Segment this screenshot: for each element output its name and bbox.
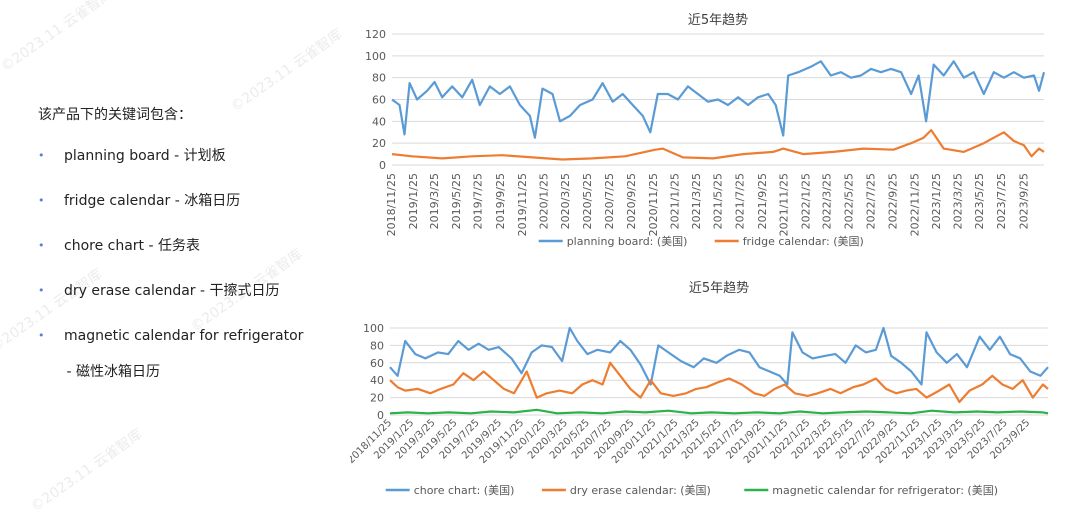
x-tick-label: 2023/9/25 (1017, 173, 1030, 229)
series-line (389, 326, 1049, 386)
y-tick-label: 80 (372, 72, 386, 85)
x-tick-label: 2018/11/25 (385, 173, 398, 236)
chart-title: 近5年趋势 (689, 280, 749, 296)
bullet-icon: • (38, 149, 45, 162)
x-tick-label: 2021/9/25 (756, 173, 769, 229)
x-tick-label: 2020/1/25 (538, 173, 551, 229)
watermark-text: ©2023.11 云雀智库 (227, 26, 346, 116)
legend-label: chore chart: (美国) (414, 484, 515, 497)
keyword-zh: 任务表 (158, 238, 200, 254)
chart-legend: planning board: (美国) fridge calendar: (美国… (538, 235, 864, 248)
x-tick-label: 2021/3/25 (690, 173, 703, 229)
watermark-text: ©2023.11 云雀智库 (27, 426, 146, 516)
y-tick-label: 40 (370, 374, 384, 387)
x-tick-label: 2023/7/25 (995, 173, 1008, 229)
keyword-en: chore chart (64, 238, 145, 254)
keyword-separator: - (62, 364, 76, 380)
x-tick-label: 2019/7/25 (472, 173, 485, 229)
keyword-en: dry erase calendar (64, 283, 196, 299)
x-tick-label: 2022/9/25 (887, 173, 900, 229)
legend-label: planning board: (美国) (567, 235, 688, 248)
series-line (389, 408, 1049, 415)
trend-chart-top: 近5年趋势 0 20 40 60 80 100 120 2018/11/25 2019/1/25 2… (365, 12, 1046, 248)
series-line (389, 361, 1049, 404)
y-tick-label: 100 (363, 322, 384, 335)
x-tick-label: 2019/3/25 (428, 173, 441, 229)
series-line (391, 128, 1045, 161)
keyword-list: • planning board - 计划板 • fridge calendar… (38, 146, 338, 382)
keyword-zh: 干擦式日历 (209, 283, 280, 299)
series-line (391, 60, 1046, 139)
x-tick-label: 2021/11/25 (778, 173, 791, 236)
x-tick-label: 2022/5/25 (842, 173, 855, 229)
keyword-separator: - (170, 193, 185, 209)
y-tick-label: 120 (365, 28, 386, 41)
keyword-zh: 计划板 (183, 148, 226, 164)
x-tick-label: 2022/11/25 (908, 173, 921, 236)
x-tick-label: 2019/1/25 (407, 173, 420, 229)
chart-legend: chore chart: (美国) dry erase calendar: (美国… (385, 484, 998, 497)
y-tick-label: 0 (377, 409, 384, 422)
keyword-panel: 该产品下的关键词包含： • planning board - 计划板 • fri… (38, 104, 338, 382)
x-tick-label: 2023/5/25 (973, 173, 986, 229)
x-tick-label: 2022/3/25 (821, 173, 834, 229)
x-tick-label: 2020/3/25 (559, 173, 572, 229)
keyword-item-planning-board: • planning board - 计划板 (38, 146, 338, 191)
trend-chart-bottom: 近5年趋势0204060801002018/11/252019/1/252019… (350, 280, 1049, 497)
bullet-icon: • (38, 284, 45, 297)
keyword-item-chore-chart: • chore chart - 任务表 (38, 236, 338, 281)
x-tick-label: 2020/11/25 (647, 173, 660, 236)
x-tick-label: 2020/9/25 (625, 173, 638, 229)
x-tick-label: 2023/1/25 (930, 173, 943, 229)
y-tick-label: 20 (372, 137, 386, 150)
keyword-separator: - (169, 148, 184, 164)
keyword-zh: 冰箱日历 (184, 193, 241, 209)
x-tick-label: 2019/9/25 (494, 173, 507, 229)
x-tick-label: 2022/7/25 (864, 173, 877, 229)
x-tick-label: 2020/7/25 (603, 173, 616, 229)
keyword-separator: - (144, 238, 158, 254)
y-tick-label: 40 (372, 115, 386, 128)
keyword-en: magnetic calendar for refrigerator (64, 328, 304, 344)
x-tick-label: 2019/5/25 (450, 173, 463, 229)
y-tick-label: 80 (370, 339, 384, 352)
x-tick-label: 2020/5/25 (581, 173, 594, 229)
keyword-intro: 该产品下的关键词包含： (38, 107, 192, 123)
x-tick-label: 2022/1/25 (799, 173, 812, 229)
keyword-item-fridge-calendar: • fridge calendar - 冰箱日历 (38, 191, 338, 236)
legend-label: fridge calendar: (美国) (743, 235, 864, 248)
legend-label: dry erase calendar: (美国) (570, 484, 711, 497)
y-tick-label: 0 (379, 159, 386, 172)
watermark-text: ©2023.11 云雀智库 (0, 0, 116, 76)
y-tick-label: 60 (372, 94, 386, 107)
y-tick-label: 60 (370, 357, 384, 370)
y-tick-label: 100 (365, 50, 386, 63)
keyword-item-magnetic-calendar: • magnetic calendar for refrigerator - 磁… (38, 326, 338, 382)
x-tick-label: 2021/5/25 (712, 173, 725, 229)
bullet-icon: • (38, 329, 45, 342)
y-tick-label: 20 (370, 392, 384, 405)
keyword-item-dry-erase-calendar: • dry erase calendar - 干擦式日历 (38, 281, 338, 326)
x-tick-label: 2023/3/25 (951, 173, 964, 229)
x-tick-label: 2021/1/25 (669, 173, 682, 229)
keyword-en: fridge calendar (64, 193, 171, 209)
x-tick-label: 2019/11/25 (516, 173, 529, 236)
bullet-icon: • (38, 239, 45, 252)
chart-title: 近5年趋势 (688, 12, 748, 28)
legend-label: magnetic calendar for refrigerator: (美国) (772, 484, 998, 497)
keyword-separator: - (195, 283, 210, 299)
bullet-icon: • (38, 194, 45, 207)
x-tick-label: 2021/7/25 (734, 173, 747, 229)
keyword-zh: 磁性冰箱日历 (75, 364, 160, 380)
keyword-en: planning board (64, 148, 170, 164)
